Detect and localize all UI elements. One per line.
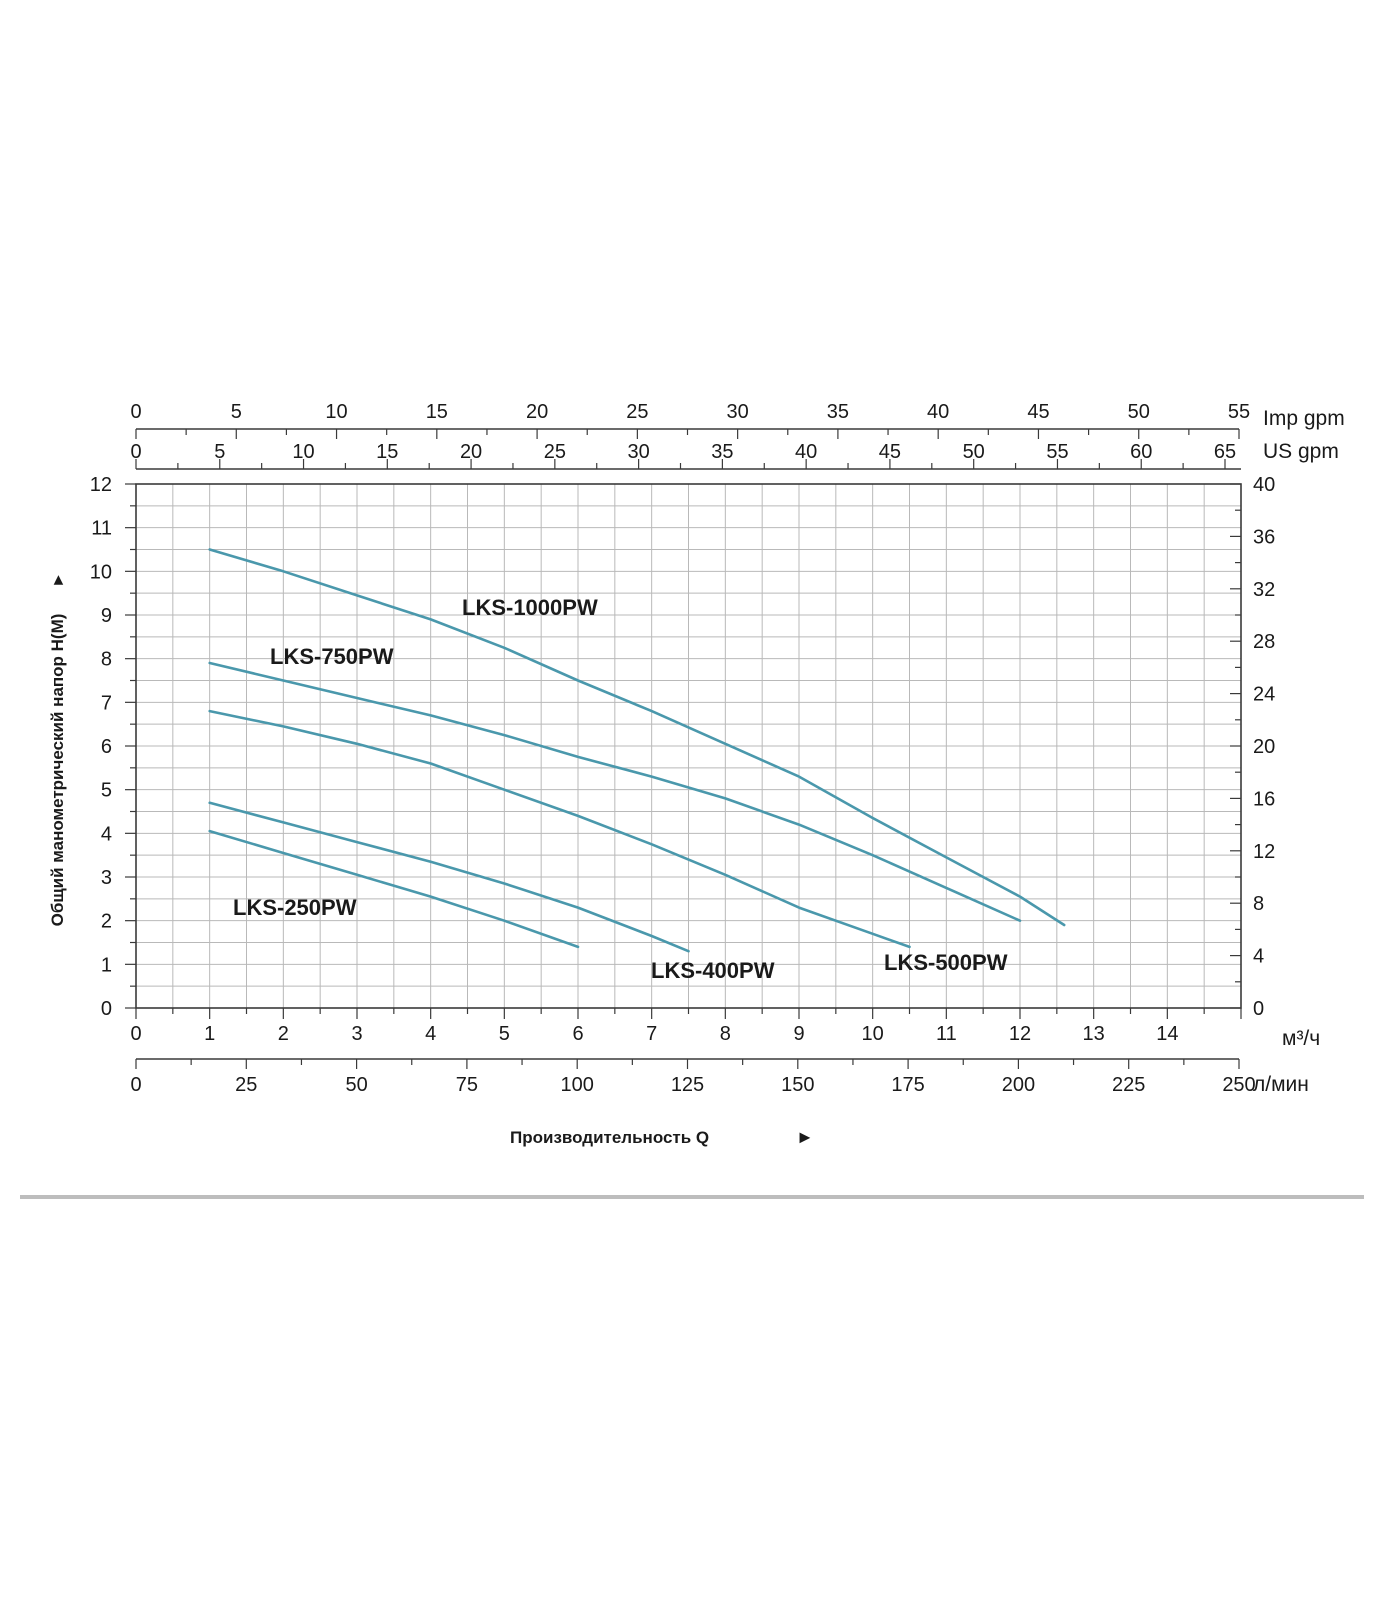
y-tick-label: 0 (101, 998, 112, 1020)
x-tick-label: 8 (720, 1023, 731, 1045)
y-tick-label: 8 (101, 649, 112, 671)
right-tick-label: 20 (1253, 736, 1275, 758)
y-tick-label: 6 (101, 736, 112, 758)
imp-gpm-tick-label: 50 (1128, 401, 1150, 423)
series-label-lks-250pw: LKS-250PW (233, 895, 357, 920)
y-tick-label: 10 (90, 561, 112, 583)
right-tick-label: 24 (1253, 684, 1275, 706)
x-tick-label: 0 (130, 1023, 141, 1045)
y-tick-label: 12 (90, 474, 112, 496)
us-gpm-tick-label: 60 (1130, 441, 1152, 463)
x-tick-label: 14 (1156, 1023, 1178, 1045)
us-gpm-tick-label: 25 (544, 441, 566, 463)
us-gpm-tick-label: 0 (130, 441, 141, 463)
y-tick-label: 2 (101, 911, 112, 933)
right-tick-label: 4 (1253, 946, 1264, 968)
us-gpm-tick-label: 10 (292, 441, 314, 463)
imp-gpm-tick-label: 20 (526, 401, 548, 423)
right-tick-label: 12 (1253, 841, 1275, 863)
us-gpm-unit: US gpm (1263, 440, 1339, 463)
curve-lks-400pw (208, 801, 690, 953)
right-tick-label: 0 (1253, 998, 1264, 1020)
us-gpm-tick-label: 35 (711, 441, 733, 463)
series-label-lks-750pw: LKS-750PW (270, 644, 394, 669)
x-tick-label: 4 (425, 1023, 436, 1045)
curve-lks-1000pw (208, 548, 1066, 927)
l-min-tick-label: 225 (1112, 1074, 1145, 1096)
us-gpm-tick-label: 30 (627, 441, 649, 463)
right-tick-label: 8 (1253, 893, 1264, 915)
right-tick-label: 28 (1253, 631, 1275, 653)
x-tick-label: 1 (204, 1023, 215, 1045)
l-min-tick-label: 200 (1002, 1074, 1035, 1096)
imp-gpm-unit: Imp gpm (1263, 407, 1345, 430)
y-tick-label: 9 (101, 605, 112, 627)
section-divider (20, 1195, 1364, 1199)
l-min-tick-label: 75 (456, 1074, 478, 1096)
series-label-lks-500pw: LKS-500PW (884, 950, 1008, 975)
us-gpm-tick-label: 65 (1214, 441, 1236, 463)
imp-gpm-tick-label: 0 (130, 401, 141, 423)
curve-lks-750pw (208, 661, 1022, 923)
y-tick-label: 1 (101, 954, 112, 976)
grid-lines (136, 484, 1241, 1008)
l-min-tick-label: 150 (781, 1074, 814, 1096)
imp-gpm-tick-label: 45 (1027, 401, 1049, 423)
y-tick-label: 5 (101, 780, 112, 802)
series-label-lks-1000pw: LKS-1000PW (462, 595, 598, 620)
x-unit-label: м³/ч (1282, 1027, 1320, 1050)
y-tick-label: 7 (101, 692, 112, 714)
l-min-tick-label: 175 (891, 1074, 924, 1096)
l-min-tick-label: 125 (671, 1074, 704, 1096)
x-tick-label: 10 (862, 1023, 884, 1045)
x-tick-label: 9 (793, 1023, 804, 1045)
right-tick-label: 16 (1253, 788, 1275, 810)
right-tick-label: 40 (1253, 474, 1275, 496)
us-gpm-tick-label: 55 (1046, 441, 1068, 463)
l-min-tick-label: 250 (1222, 1074, 1255, 1096)
y-tick-label: 3 (101, 867, 112, 889)
l-min-tick-label: 50 (345, 1074, 367, 1096)
us-gpm-tick-label: 20 (460, 441, 482, 463)
curve-lks-250pw (208, 829, 580, 949)
x-tick-label: 2 (278, 1023, 289, 1045)
x-tick-label: 13 (1083, 1023, 1105, 1045)
imp-gpm-tick-label: 5 (231, 401, 242, 423)
us-gpm-tick-label: 40 (795, 441, 817, 463)
x-tick-label: 6 (572, 1023, 583, 1045)
l-min-tick-label: 100 (561, 1074, 594, 1096)
y-tick-label: 11 (91, 518, 112, 540)
imp-gpm-tick-label: 35 (827, 401, 849, 423)
us-gpm-tick-label: 50 (963, 441, 985, 463)
us-gpm-tick-label: 45 (879, 441, 901, 463)
series-label-lks-400pw: LKS-400PW (651, 958, 775, 983)
y-axis-title: Общий манометрический напор H(М) (48, 614, 67, 927)
x-tick-label: 12 (1009, 1023, 1031, 1045)
x-tick-label: 3 (351, 1023, 362, 1045)
right-tick-label: 36 (1253, 526, 1275, 548)
imp-gpm-tick-label: 15 (426, 401, 448, 423)
imp-gpm-tick-label: 40 (927, 401, 949, 423)
us-gpm-tick-label: 15 (376, 441, 398, 463)
l-min-tick-label: 25 (235, 1074, 257, 1096)
right-tick-label: 32 (1253, 579, 1275, 601)
imp-gpm-tick-label: 30 (727, 401, 749, 423)
x-tick-label: 11 (936, 1023, 957, 1045)
x-tick-label: 5 (499, 1023, 510, 1045)
imp-gpm-tick-label: 55 (1228, 401, 1250, 423)
x-tick-label: 7 (646, 1023, 657, 1045)
x-axis-arrow: ► (796, 1127, 814, 1147)
us-gpm-tick-label: 5 (214, 441, 225, 463)
l-min-tick-label: 0 (130, 1074, 141, 1096)
l-min-unit: л/мин (1253, 1073, 1309, 1096)
y-tick-label: 4 (101, 823, 112, 845)
x-axis-title: Производительность Q (510, 1128, 709, 1147)
imp-gpm-tick-label: 25 (626, 401, 648, 423)
y-axis-arrow: ► (50, 572, 67, 588)
imp-gpm-tick-label: 10 (325, 401, 347, 423)
curve-lks-500pw (208, 709, 911, 949)
